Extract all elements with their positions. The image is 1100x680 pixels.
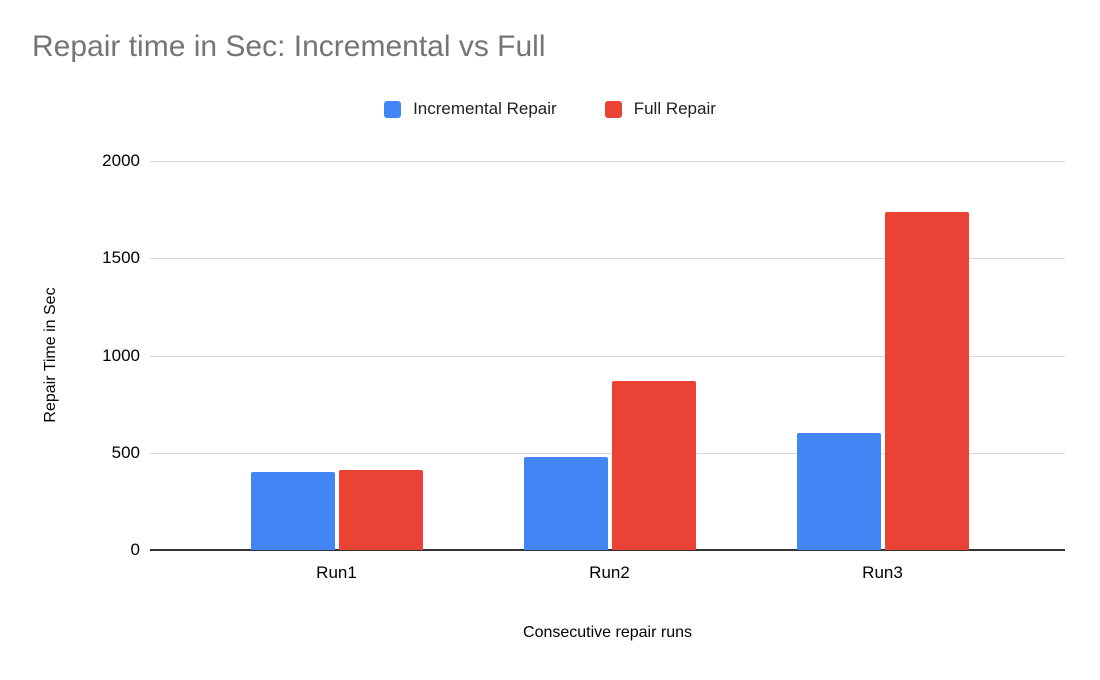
legend-label: Incremental Repair — [413, 99, 557, 118]
gridline-2000 — [150, 161, 1065, 162]
chart-title: Repair time in Sec: Incremental vs Full — [32, 30, 546, 63]
gridline-1500 — [150, 258, 1065, 260]
gridline-1000 — [150, 355, 1065, 357]
legend-item-incremental-repair: Incremental Repair — [384, 99, 557, 119]
bar-incremental-repair-run1 — [250, 472, 335, 550]
legend-label: Full Repair — [633, 99, 716, 118]
legend-swatch-full-repair — [604, 100, 622, 118]
x-axis-line — [150, 549, 1065, 551]
x-tick-label-run1: Run1 — [316, 563, 357, 582]
chart-legend: Incremental Repair Full Repair — [0, 99, 1100, 119]
y-tick-label-1500: 1500 — [102, 248, 140, 268]
gridline-500 — [150, 452, 1065, 454]
bar-full-repair-run1 — [338, 470, 423, 550]
bar-incremental-repair-run2 — [523, 456, 608, 550]
y-tick-label-500: 500 — [111, 442, 140, 462]
y-tick-label-1000: 1000 — [102, 345, 140, 365]
y-tick-label-0: 0 — [130, 540, 140, 559]
x-tick-label-run2: Run2 — [589, 563, 630, 582]
bar-full-repair-run3 — [884, 211, 969, 550]
x-axis-title: Consecutive repair runs — [523, 624, 692, 641]
y-tick-label-2000: 2000 — [102, 151, 140, 170]
x-tick-label-run3: Run3 — [862, 563, 903, 582]
legend-item-full-repair: Full Repair — [604, 99, 716, 119]
plot-area — [150, 161, 1065, 551]
legend-swatch-incremental-repair — [384, 100, 402, 118]
bar-full-repair-run2 — [611, 380, 696, 550]
bar-incremental-repair-run3 — [796, 433, 881, 550]
